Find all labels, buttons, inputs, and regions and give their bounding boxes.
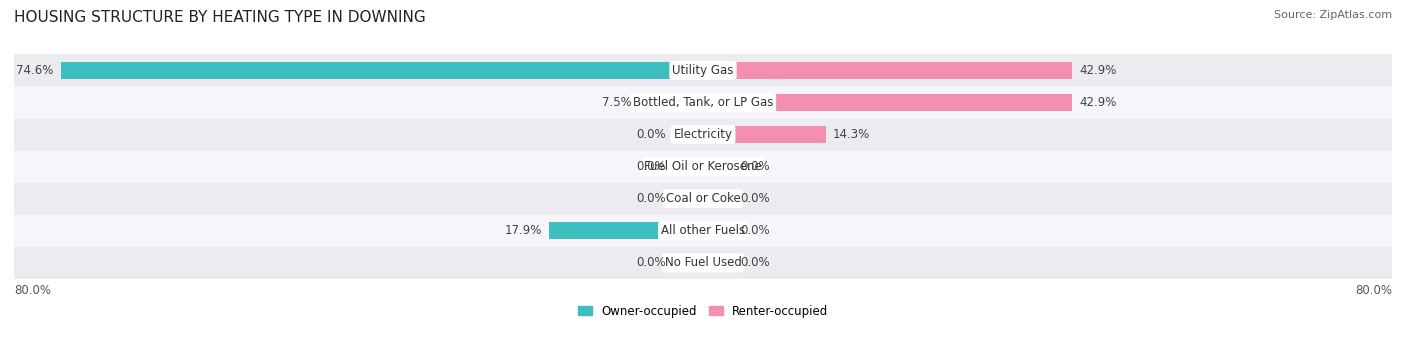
Text: 7.5%: 7.5% (602, 96, 631, 109)
Bar (673, 158, 703, 175)
Text: 0.0%: 0.0% (637, 256, 666, 269)
Text: 42.9%: 42.9% (1080, 64, 1116, 77)
Text: 0.0%: 0.0% (637, 160, 666, 173)
Bar (673, 190, 703, 207)
Text: 0.0%: 0.0% (637, 128, 666, 141)
Text: 74.6%: 74.6% (17, 64, 53, 77)
Bar (703, 94, 1073, 111)
Text: 80.0%: 80.0% (1355, 284, 1392, 296)
Bar (703, 254, 733, 271)
Text: Source: ZipAtlas.com: Source: ZipAtlas.com (1274, 10, 1392, 20)
Bar (14, 151, 1392, 183)
Text: 0.0%: 0.0% (740, 192, 769, 205)
Bar (14, 54, 1392, 86)
Bar (14, 215, 1392, 247)
Text: 0.0%: 0.0% (637, 192, 666, 205)
Text: Utility Gas: Utility Gas (672, 64, 734, 77)
Bar (703, 222, 733, 239)
Bar (703, 158, 733, 175)
Text: 17.9%: 17.9% (505, 224, 541, 237)
Bar (548, 222, 703, 239)
Bar (673, 126, 703, 143)
Text: Coal or Coke: Coal or Coke (665, 192, 741, 205)
Bar (14, 247, 1392, 279)
Bar (703, 190, 733, 207)
Text: 14.3%: 14.3% (832, 128, 870, 141)
Bar (14, 86, 1392, 119)
Text: HOUSING STRUCTURE BY HEATING TYPE IN DOWNING: HOUSING STRUCTURE BY HEATING TYPE IN DOW… (14, 10, 426, 25)
Text: 80.0%: 80.0% (14, 284, 51, 296)
Bar (14, 183, 1392, 215)
Text: 42.9%: 42.9% (1080, 96, 1116, 109)
Text: All other Fuels: All other Fuels (661, 224, 745, 237)
Text: 0.0%: 0.0% (740, 224, 769, 237)
Bar (703, 62, 1073, 79)
Text: No Fuel Used: No Fuel Used (665, 256, 741, 269)
Text: Bottled, Tank, or LP Gas: Bottled, Tank, or LP Gas (633, 96, 773, 109)
Legend: Owner-occupied, Renter-occupied: Owner-occupied, Renter-occupied (572, 300, 834, 322)
Bar (673, 254, 703, 271)
Bar (703, 126, 827, 143)
Text: 0.0%: 0.0% (740, 256, 769, 269)
Bar (60, 62, 703, 79)
Bar (638, 94, 703, 111)
Text: 0.0%: 0.0% (740, 160, 769, 173)
Text: Electricity: Electricity (673, 128, 733, 141)
Bar (14, 119, 1392, 151)
Text: Fuel Oil or Kerosene: Fuel Oil or Kerosene (644, 160, 762, 173)
